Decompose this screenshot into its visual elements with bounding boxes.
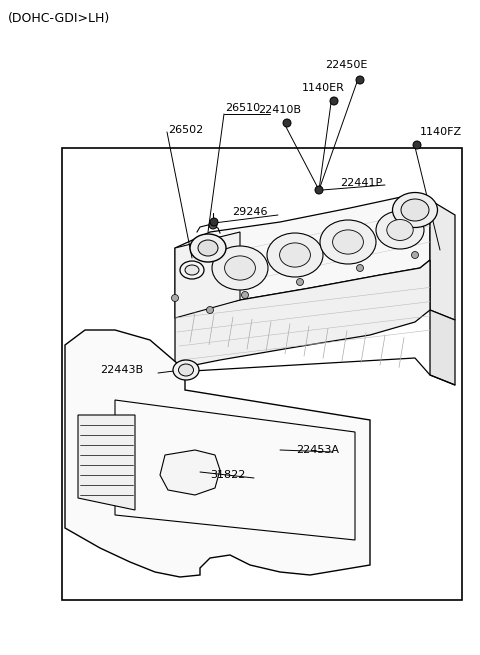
Text: 22441P: 22441P bbox=[340, 178, 382, 188]
Text: 1140ER: 1140ER bbox=[302, 83, 345, 93]
Ellipse shape bbox=[320, 220, 376, 264]
Circle shape bbox=[357, 265, 363, 272]
Ellipse shape bbox=[212, 246, 268, 290]
Polygon shape bbox=[175, 260, 430, 372]
Text: (DOHC-GDI>LH): (DOHC-GDI>LH) bbox=[8, 12, 110, 25]
Polygon shape bbox=[65, 330, 370, 577]
Text: 22453A: 22453A bbox=[296, 445, 339, 455]
Polygon shape bbox=[78, 415, 135, 510]
Circle shape bbox=[356, 76, 364, 84]
Circle shape bbox=[241, 291, 249, 299]
Circle shape bbox=[210, 218, 218, 226]
Text: 26502: 26502 bbox=[168, 125, 203, 135]
Ellipse shape bbox=[179, 364, 193, 376]
Ellipse shape bbox=[279, 243, 311, 267]
Polygon shape bbox=[430, 200, 455, 320]
Circle shape bbox=[171, 295, 179, 301]
Ellipse shape bbox=[190, 234, 226, 262]
Ellipse shape bbox=[198, 240, 218, 256]
Ellipse shape bbox=[333, 230, 363, 254]
Circle shape bbox=[283, 119, 291, 127]
Polygon shape bbox=[430, 310, 455, 385]
Ellipse shape bbox=[401, 199, 429, 221]
Circle shape bbox=[209, 221, 217, 229]
Text: 31822: 31822 bbox=[210, 470, 245, 480]
Ellipse shape bbox=[185, 265, 199, 275]
Ellipse shape bbox=[225, 256, 255, 280]
Ellipse shape bbox=[393, 193, 437, 227]
Circle shape bbox=[206, 307, 214, 314]
Polygon shape bbox=[175, 194, 430, 318]
Ellipse shape bbox=[173, 360, 199, 380]
Circle shape bbox=[297, 278, 303, 286]
Text: 1140FZ: 1140FZ bbox=[420, 127, 462, 137]
Ellipse shape bbox=[180, 261, 204, 279]
Bar bbox=[62, 148, 462, 600]
Text: 22450E: 22450E bbox=[325, 60, 367, 70]
Text: 22410B: 22410B bbox=[258, 105, 301, 115]
Circle shape bbox=[330, 97, 338, 105]
Ellipse shape bbox=[376, 211, 424, 249]
Polygon shape bbox=[160, 450, 220, 495]
Ellipse shape bbox=[387, 219, 413, 240]
Text: 22443B: 22443B bbox=[100, 365, 143, 375]
Polygon shape bbox=[175, 232, 240, 318]
Text: 29246: 29246 bbox=[232, 207, 267, 217]
Circle shape bbox=[411, 252, 419, 259]
Circle shape bbox=[315, 186, 323, 194]
Ellipse shape bbox=[267, 233, 323, 277]
Text: 26510: 26510 bbox=[225, 103, 260, 113]
Circle shape bbox=[413, 141, 421, 149]
